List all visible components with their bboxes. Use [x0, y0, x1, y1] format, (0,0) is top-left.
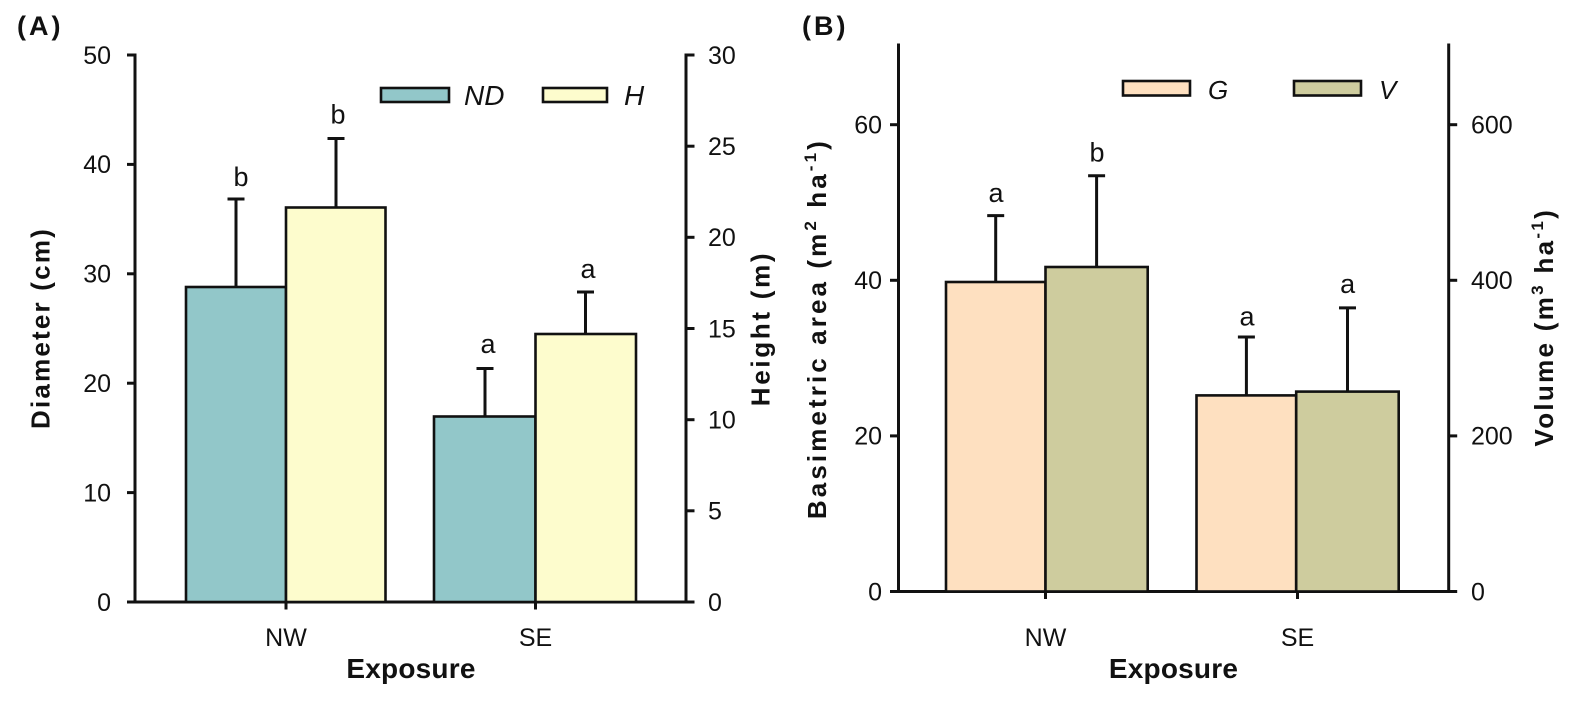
svg-text:25: 25	[708, 133, 736, 161]
svg-text:a: a	[988, 178, 1004, 208]
svg-text:20: 20	[708, 224, 736, 252]
svg-text:SE: SE	[519, 624, 552, 652]
svg-text:20: 20	[83, 370, 111, 398]
svg-text:40: 40	[854, 267, 882, 295]
svg-text:10: 10	[708, 407, 736, 435]
svg-text:G: G	[1208, 75, 1228, 105]
svg-text:50: 50	[83, 42, 111, 70]
svg-text:40: 40	[83, 151, 111, 179]
svg-text:b: b	[233, 162, 248, 192]
svg-text:Exposure: Exposure	[1109, 653, 1238, 684]
svg-text:0: 0	[708, 589, 722, 617]
svg-text:0: 0	[97, 589, 111, 617]
svg-text:20: 20	[854, 423, 882, 451]
svg-text:SE: SE	[1281, 624, 1314, 652]
svg-text:0: 0	[868, 578, 882, 606]
svg-text:Volume (m3 ha-1): Volume (m3 ha-1)	[1528, 208, 1559, 447]
svg-text:ND: ND	[464, 80, 504, 111]
svg-text:30: 30	[708, 42, 736, 70]
svg-text:200: 200	[1471, 423, 1513, 451]
svg-text:Exposure: Exposure	[346, 653, 475, 684]
svg-text:Diameter (cm): Diameter (cm)	[26, 227, 56, 429]
svg-text:a: a	[480, 329, 496, 359]
svg-text:400: 400	[1471, 267, 1513, 295]
svg-text:5: 5	[708, 498, 722, 526]
svg-text:V: V	[1379, 75, 1399, 105]
svg-text:H: H	[624, 80, 645, 111]
svg-text:b: b	[330, 100, 345, 130]
svg-text:(B): (B)	[802, 11, 848, 41]
svg-text:NW: NW	[265, 624, 307, 652]
svg-text:Height (m): Height (m)	[746, 251, 776, 407]
svg-text:15: 15	[708, 315, 736, 343]
svg-text:a: a	[580, 254, 596, 284]
svg-text:a: a	[1340, 269, 1356, 299]
svg-text:600: 600	[1471, 112, 1513, 140]
svg-text:10: 10	[83, 479, 111, 507]
svg-text:(A): (A)	[17, 11, 63, 41]
svg-text:NW: NW	[1025, 624, 1067, 652]
svg-text:b: b	[1089, 138, 1104, 168]
svg-text:60: 60	[854, 112, 882, 140]
svg-text:Basimetric area (m2 ha-1): Basimetric area (m2 ha-1)	[801, 138, 832, 519]
svg-text:30: 30	[83, 261, 111, 289]
svg-text:a: a	[1239, 302, 1255, 332]
svg-text:0: 0	[1471, 578, 1485, 606]
